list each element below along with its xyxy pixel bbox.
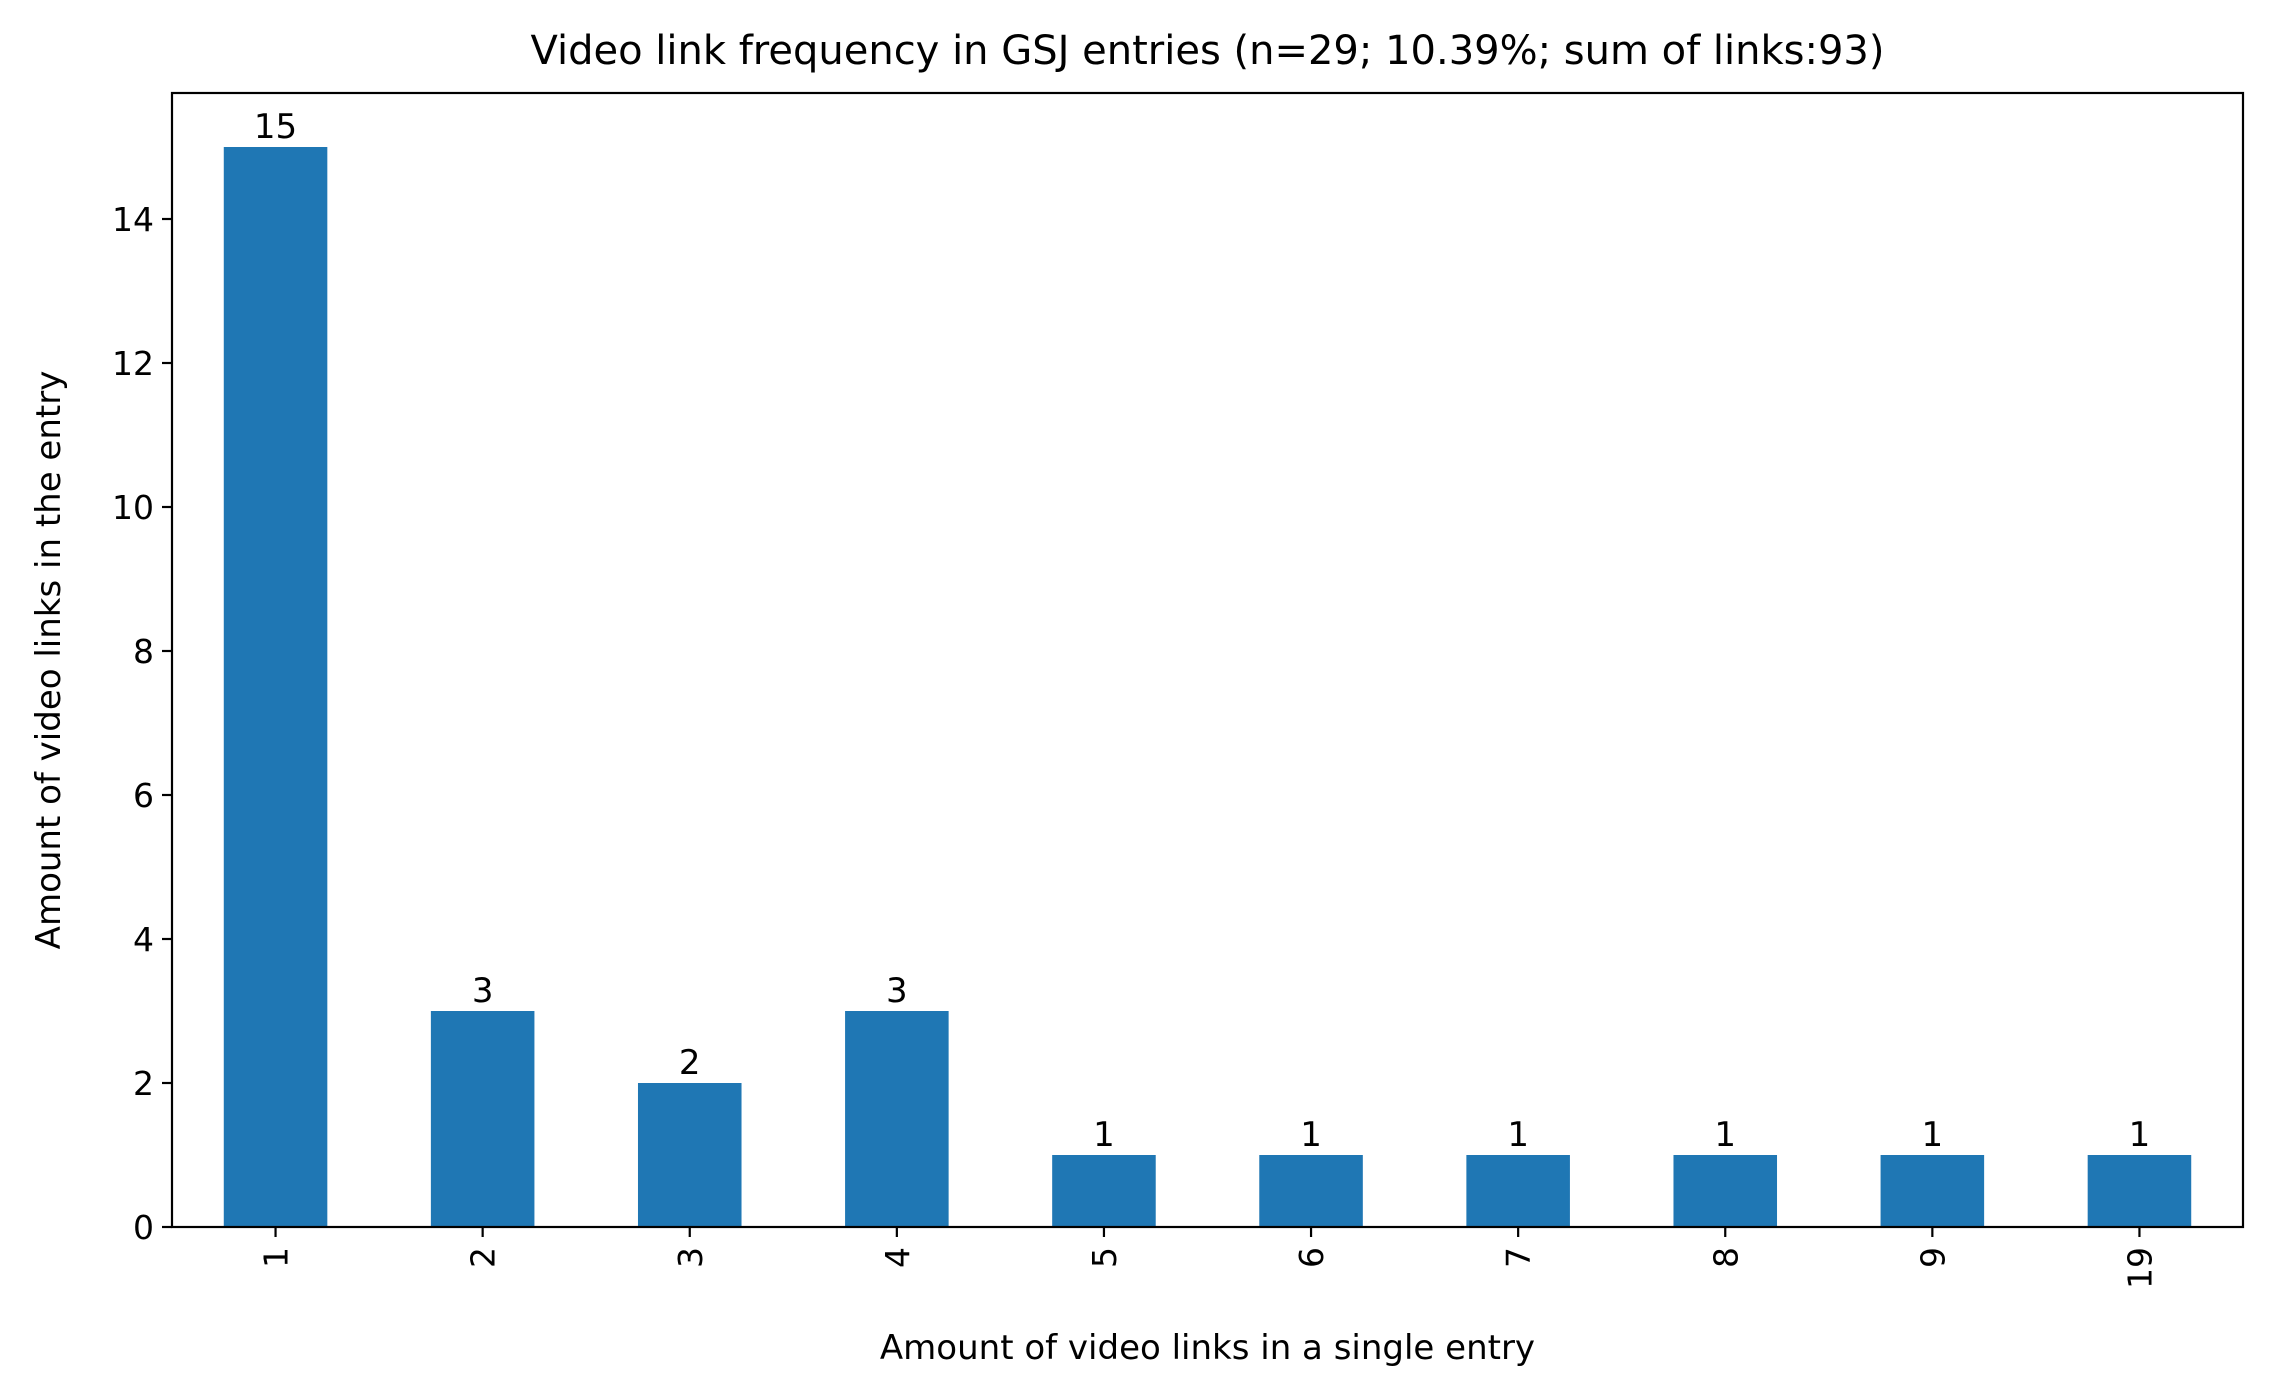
chart-title: Video link frequency in GSJ entries (n=2… [530, 28, 1884, 74]
x-tick-label: 3 [671, 1247, 710, 1268]
data-label-5: 1 [1093, 1115, 1115, 1155]
y-tick-label: 6 [133, 776, 154, 815]
data-label-8: 1 [1714, 1115, 1736, 1155]
y-tick-label: 8 [133, 632, 154, 671]
bars-layer [223, 147, 2192, 1227]
bar-9 [1880, 1155, 1985, 1227]
y-axis-label: Amount of video links in the entry [29, 371, 69, 950]
bar-7 [1466, 1155, 1570, 1227]
x-tick-label: 7 [1499, 1247, 1538, 1268]
y-tick-label: 10 [112, 488, 154, 527]
y-axis-ticks: 0 2 4 6 8 10 12 14 [112, 200, 172, 1247]
bar-19 [2087, 1155, 2192, 1227]
y-tick-label: 12 [112, 344, 154, 383]
x-tick-label: 6 [1292, 1247, 1331, 1268]
x-tick-label: 9 [1913, 1247, 1952, 1268]
y-tick-label: 0 [133, 1208, 154, 1247]
data-label-3: 2 [679, 1043, 701, 1083]
y-tick-label: 2 [133, 1064, 154, 1103]
data-label-6: 1 [1300, 1115, 1322, 1155]
bar-2 [430, 1011, 535, 1227]
x-axis-ticks: 1 2 3 4 5 6 7 8 9 19 [257, 1227, 2159, 1289]
x-tick-label: 1 [257, 1247, 296, 1268]
data-label-9: 1 [1922, 1115, 1944, 1155]
x-tick-label: 4 [878, 1247, 917, 1268]
y-tick-label: 14 [112, 200, 154, 239]
data-labels-layer: 15 3 2 3 1 1 1 1 1 1 [254, 107, 2150, 1155]
data-label-19: 1 [2129, 1115, 2151, 1155]
data-label-2: 3 [472, 971, 494, 1011]
data-label-4: 3 [886, 971, 908, 1011]
bar-5 [1052, 1155, 1156, 1227]
data-label-7: 1 [1507, 1115, 1529, 1155]
bar-6 [1259, 1155, 1363, 1227]
x-axis-label: Amount of video links in a single entry [880, 1328, 1535, 1368]
x-tick-label: 19 [2120, 1247, 2159, 1289]
x-tick-label: 2 [464, 1247, 503, 1268]
plot-frame [170, 91, 2245, 1229]
data-label-1: 15 [254, 107, 297, 147]
bar-4 [845, 1011, 949, 1227]
x-tick-label: 8 [1706, 1247, 1745, 1268]
bar-1 [223, 147, 328, 1227]
y-tick-label: 4 [133, 920, 154, 959]
bar-3 [637, 1083, 742, 1227]
bar-8 [1673, 1155, 1778, 1227]
x-tick-label: 5 [1085, 1247, 1124, 1268]
